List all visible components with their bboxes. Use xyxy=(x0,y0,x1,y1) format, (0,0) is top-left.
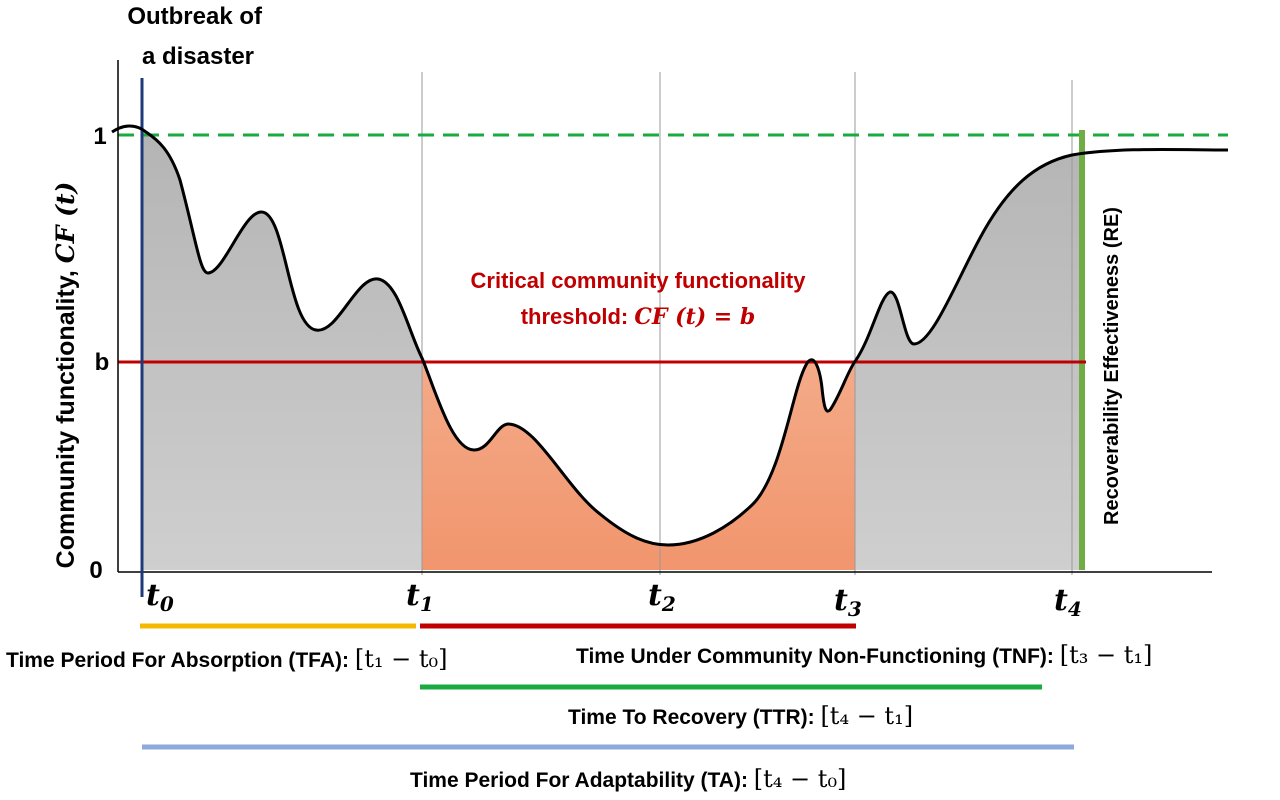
time-label-t1: t1 xyxy=(406,578,434,616)
time-label-t3: t3 xyxy=(834,583,862,621)
time-gridlines xyxy=(421,72,1073,575)
non-functioning-area xyxy=(422,358,855,570)
threshold-formula: threshold: CF (t) = b xyxy=(521,304,756,330)
y-tick-b: b xyxy=(95,349,110,376)
tnf-label: Time Under Community Non-Functioning (TN… xyxy=(576,641,1152,669)
absorption-area xyxy=(142,129,422,570)
y-tick-0: 0 xyxy=(89,557,102,584)
y-tick-1: 1 xyxy=(93,123,106,150)
y-axis-title: Community functionality, CF (t) xyxy=(51,182,80,569)
threshold-title: Critical community functionality xyxy=(471,268,807,293)
recoverability-bar xyxy=(1079,130,1085,570)
area-fills xyxy=(142,129,1079,570)
time-labels: t0 t1 t2 t3 t4 xyxy=(146,578,1082,621)
ttr-label: Time To Recovery (TTR): [t₄ − t₁] xyxy=(568,702,913,730)
tfa-label: Time Period For Absorption (TFA): [t₁ − … xyxy=(6,645,447,673)
period-labels: Time Period For Absorption (TFA): [t₁ − … xyxy=(6,641,1152,793)
time-label-t2: t2 xyxy=(648,578,676,616)
period-bars xyxy=(140,623,1074,750)
functionality-curve xyxy=(111,124,1229,547)
time-label-t4: t4 xyxy=(1054,583,1082,621)
outbreak-label: Outbreak of a disaster xyxy=(127,3,268,70)
ta-label: Time Period For Adaptability (TA): [t₄ −… xyxy=(410,765,846,793)
time-label-t0: t0 xyxy=(146,578,174,616)
axes xyxy=(117,60,1212,573)
recoverability-label: Recoverability Effectiveness (RE) xyxy=(1101,207,1123,525)
threshold-annotation: Critical community functionality thresho… xyxy=(471,268,807,330)
